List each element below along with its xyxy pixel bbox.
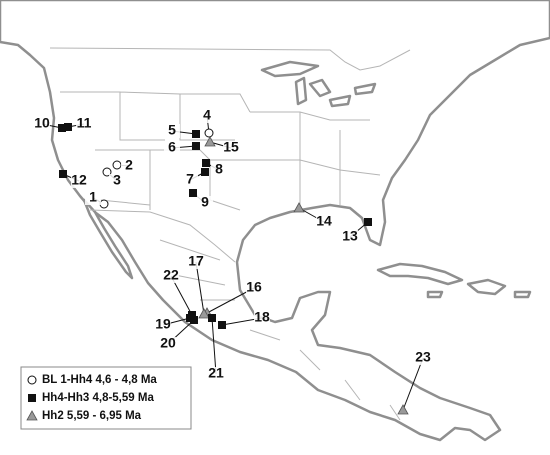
site-label: 11 [77, 115, 92, 131]
site-label: 8 [215, 161, 223, 177]
site-label: 17 [188, 253, 204, 269]
label-bg [163, 269, 179, 283]
site-marker [204, 128, 214, 138]
site-marker [59, 170, 67, 178]
site-marker [218, 321, 226, 329]
site-label: 9 [201, 194, 209, 210]
legend-label: BL 1-Hh4 4,6 - 4,8 Ma [42, 374, 157, 386]
legend-label: Hh2 5,59 - 6,95 Ma [42, 410, 142, 422]
legend-symbol [28, 394, 36, 402]
label-bg [164, 124, 180, 138]
label-bg [155, 318, 171, 332]
site-label: 1 [89, 189, 97, 205]
label-bg [211, 163, 227, 177]
label-bg [121, 159, 137, 173]
cuba [376, 262, 464, 286]
leader-line [211, 317, 217, 375]
site-marker [397, 404, 409, 415]
site-label: 20 [160, 335, 176, 351]
label-bg [254, 311, 270, 325]
legend-symbol [27, 375, 37, 385]
site-marker [112, 160, 122, 170]
site-marker [198, 308, 210, 319]
label-bg [182, 173, 198, 187]
legend-label: Hh4-Hh3 4,8-5,59 Ma [42, 392, 154, 404]
site-marker [204, 136, 216, 147]
site-marker [364, 218, 372, 226]
site-marker [58, 124, 66, 132]
site-marker [189, 189, 197, 197]
label-bg [34, 117, 50, 131]
site-label: 2 [125, 157, 133, 173]
label-bg [199, 109, 215, 123]
site-label: 10 [34, 115, 50, 131]
site-label: 12 [71, 172, 87, 188]
site-marker [188, 311, 196, 319]
site-marker [192, 130, 200, 138]
site-label: 3 [113, 172, 121, 188]
label-bg [85, 191, 101, 205]
site-marker [192, 142, 200, 150]
label-bg [71, 174, 87, 188]
leader-line [402, 357, 424, 411]
site-label: 16 [246, 279, 262, 295]
site-marker [201, 168, 209, 176]
label-bg [223, 141, 239, 155]
legend-box [20, 366, 192, 430]
label-bg [415, 351, 431, 365]
site-label: 15 [223, 139, 239, 155]
site-label: 6 [168, 139, 176, 155]
site-label: 13 [342, 228, 358, 244]
site-marker [202, 159, 210, 167]
site-marker [293, 202, 305, 213]
puerto-rico [513, 290, 532, 299]
site-label: 23 [415, 349, 431, 365]
hispaniola [466, 278, 507, 296]
label-bg [109, 174, 125, 188]
label-bg [342, 230, 358, 244]
site-marker [208, 314, 216, 322]
leader-line [195, 261, 205, 315]
great-lakes [260, 60, 377, 108]
site-label: 5 [168, 122, 176, 138]
legend: BL 1-Hh4 4,6 - 4,8 Ma Hh4-Hh3 4,8-5,59 Ma… [20, 366, 192, 430]
label-bg [188, 255, 204, 269]
site-marker [99, 199, 109, 209]
legend-symbol [26, 410, 38, 421]
site-label: 21 [208, 365, 224, 381]
site-label: 14 [316, 213, 332, 229]
land [0, 0, 550, 442]
jamaica [426, 290, 444, 299]
label-bg [160, 337, 176, 351]
label-bg [246, 281, 262, 295]
label-bg [208, 367, 224, 381]
label-bg [76, 117, 92, 131]
site-label: 7 [186, 171, 194, 187]
label-bg [316, 215, 332, 229]
site-label: 19 [155, 316, 171, 332]
site-label: 22 [163, 267, 179, 283]
label-bg [164, 141, 180, 155]
label-bg [197, 196, 213, 210]
site-label: 4 [203, 107, 211, 123]
site-label: 18 [254, 309, 270, 325]
site-marker [64, 123, 72, 131]
site-marker [190, 316, 198, 324]
baja-california [82, 198, 134, 280]
